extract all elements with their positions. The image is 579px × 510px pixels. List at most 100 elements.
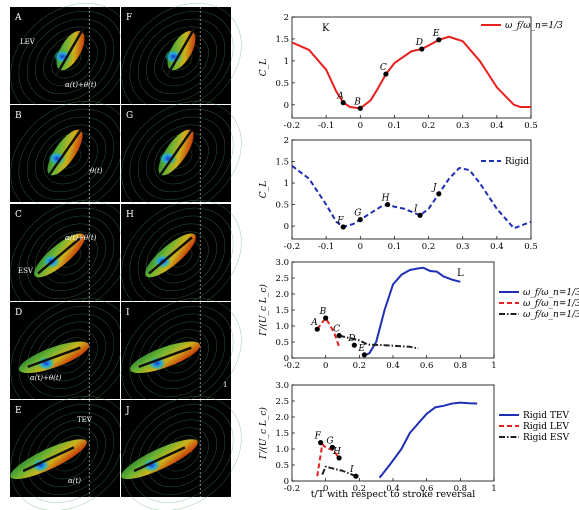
y-tick-label: 0.5 bbox=[275, 338, 289, 348]
chart-panel-label: K bbox=[322, 23, 330, 34]
x-tick-label: -0.1 bbox=[318, 121, 334, 131]
y-tick-label: 1 bbox=[284, 179, 289, 189]
panel-label: H bbox=[126, 210, 134, 220]
x-tick-label: 0 bbox=[358, 121, 363, 131]
chart-1: -0.2 -0.1 0 0.1 0.2 0.3 0.4 0.5 0 0.5 1 1.5 2 C_L K AB C… bbox=[259, 13, 563, 131]
point-label: D bbox=[347, 334, 355, 344]
legend-label: ω_f/ω_n=1/3 TEV bbox=[523, 288, 579, 298]
flow-panel-j: J bbox=[121, 395, 242, 510]
series-line bbox=[321, 465, 357, 478]
y-tick-label: 1.5 bbox=[275, 35, 289, 45]
x-tick-label: 0.6 bbox=[420, 484, 434, 494]
panel-label: J bbox=[125, 406, 130, 416]
y-tick-label: 1.0 bbox=[275, 445, 289, 455]
x-tick-label: 0.8 bbox=[454, 361, 468, 371]
x-tick-label: -0.2 bbox=[284, 121, 300, 131]
point-label: A bbox=[336, 92, 344, 102]
y-tick-label: 1.5 bbox=[275, 158, 289, 168]
panel-annotation: α(t)+θ(t) bbox=[65, 81, 97, 89]
legend-label: Rigid TEV bbox=[523, 411, 569, 421]
point-label: F bbox=[336, 216, 344, 226]
y-tick-label: 3.0 bbox=[275, 381, 289, 391]
marker-point bbox=[436, 37, 442, 43]
x-tick-label: 0.4 bbox=[386, 484, 400, 494]
y-tick-label: 0 bbox=[284, 222, 289, 232]
legend-label: Rigid LEV bbox=[523, 422, 569, 432]
y-axis-label: Γ/(U_c L_c) bbox=[258, 407, 269, 460]
flow-panel-c: Cα(t)+θ(t) ESV bbox=[10, 199, 131, 315]
flow-panel-h: H bbox=[121, 199, 242, 315]
series-line bbox=[291, 165, 532, 230]
marker-point bbox=[336, 455, 342, 461]
series-line bbox=[378, 401, 478, 479]
x-tick-label: -0.2 bbox=[284, 361, 300, 371]
y-tick-label: 2.0 bbox=[275, 290, 289, 300]
x-tick-label: 0.5 bbox=[524, 121, 538, 131]
point-label: H bbox=[332, 447, 341, 457]
y-tick-label: 1.5 bbox=[275, 306, 289, 316]
x-tick-label: 0.1 bbox=[388, 242, 402, 252]
x-tick-label: 0.4 bbox=[490, 242, 504, 252]
flow-panel-b: Bθ(t) bbox=[10, 100, 131, 216]
y-tick-label: 0 bbox=[284, 477, 289, 487]
point-label: B bbox=[353, 97, 361, 107]
y-axis-label: C_L bbox=[259, 59, 269, 76]
marker-point bbox=[329, 444, 335, 450]
flow-panel-a: A LEV α(t)+θ(t) bbox=[10, 2, 131, 118]
panel-label: D bbox=[15, 308, 22, 318]
point-label: B bbox=[319, 307, 327, 317]
marker-point bbox=[419, 46, 425, 52]
marker-point bbox=[436, 191, 442, 197]
x-tick-label: 0.3 bbox=[456, 121, 470, 131]
y-tick-label: 2.5 bbox=[275, 274, 289, 284]
y-tick-label: 0.5 bbox=[275, 201, 289, 211]
flow-panel-e: E TEV α(t) bbox=[10, 395, 131, 510]
x-tick-label: 0.6 bbox=[420, 361, 434, 371]
chart-2: -0.2 -0.1 0 0.1 0.2 0.3 0.4 0.5 0 0.5 1 1.5 2 C_L FG H I… bbox=[259, 136, 538, 252]
series-line bbox=[291, 35, 531, 110]
x-tick-label: 0.1 bbox=[388, 121, 402, 131]
legend-label: ω_f/ω_n=1/3 ESV bbox=[523, 310, 579, 320]
panel-annotation: α(t) bbox=[68, 477, 81, 485]
marker-point bbox=[361, 352, 367, 358]
marker-point bbox=[383, 71, 389, 77]
panel-annotation: ESV bbox=[18, 267, 34, 275]
x-tick-label: 1 bbox=[491, 484, 496, 494]
flow-panel-d: Dα(t)+θ(t) bbox=[10, 297, 131, 413]
y-tick-label: 2 bbox=[284, 136, 289, 146]
x-tick-label: 1 bbox=[491, 361, 496, 371]
series-line bbox=[362, 266, 461, 358]
panel-label: C bbox=[15, 210, 22, 220]
x-tick-label: 0.2 bbox=[353, 484, 367, 494]
x-tick-label: 0.4 bbox=[490, 121, 504, 131]
point-label: C bbox=[333, 325, 340, 335]
point-label: E bbox=[357, 344, 365, 354]
marker-point bbox=[417, 212, 423, 218]
plot-area bbox=[291, 16, 532, 119]
y-axis-label: Γ/(U_c L_c) bbox=[258, 284, 269, 337]
marker-point bbox=[336, 333, 342, 339]
y-tick-label: 3.0 bbox=[275, 258, 289, 268]
legend-label: ω_f/ω_n=1/3 LEV bbox=[523, 299, 579, 309]
panel-label: F bbox=[126, 13, 132, 23]
marker-point bbox=[357, 105, 363, 111]
x-tick-label: 0 bbox=[323, 484, 328, 494]
marker-point bbox=[323, 315, 329, 321]
bottom-x-axis-label: t/T with respect to stroke reversal bbox=[311, 489, 476, 500]
y-tick-label: 1.5 bbox=[275, 429, 289, 439]
x-tick-label: 0.3 bbox=[456, 242, 470, 252]
marker-point bbox=[314, 326, 320, 332]
y-tick-label: 1 bbox=[284, 57, 289, 67]
y-tick-label: 2.0 bbox=[275, 413, 289, 423]
y-axis-label: C_L bbox=[259, 181, 269, 198]
point-label: G bbox=[326, 436, 333, 446]
x-tick-label: 0 bbox=[323, 361, 328, 371]
legend-label: Rigid ESV bbox=[523, 433, 570, 443]
point-label: F bbox=[314, 432, 322, 442]
point-label: I bbox=[349, 465, 354, 475]
panel-annotation: α(t)+θ(t) bbox=[65, 234, 97, 242]
flow-panel-f: F bbox=[121, 2, 242, 118]
point-label: D bbox=[415, 38, 423, 48]
y-tick-label: 2 bbox=[284, 13, 289, 23]
plot-area bbox=[291, 384, 495, 482]
